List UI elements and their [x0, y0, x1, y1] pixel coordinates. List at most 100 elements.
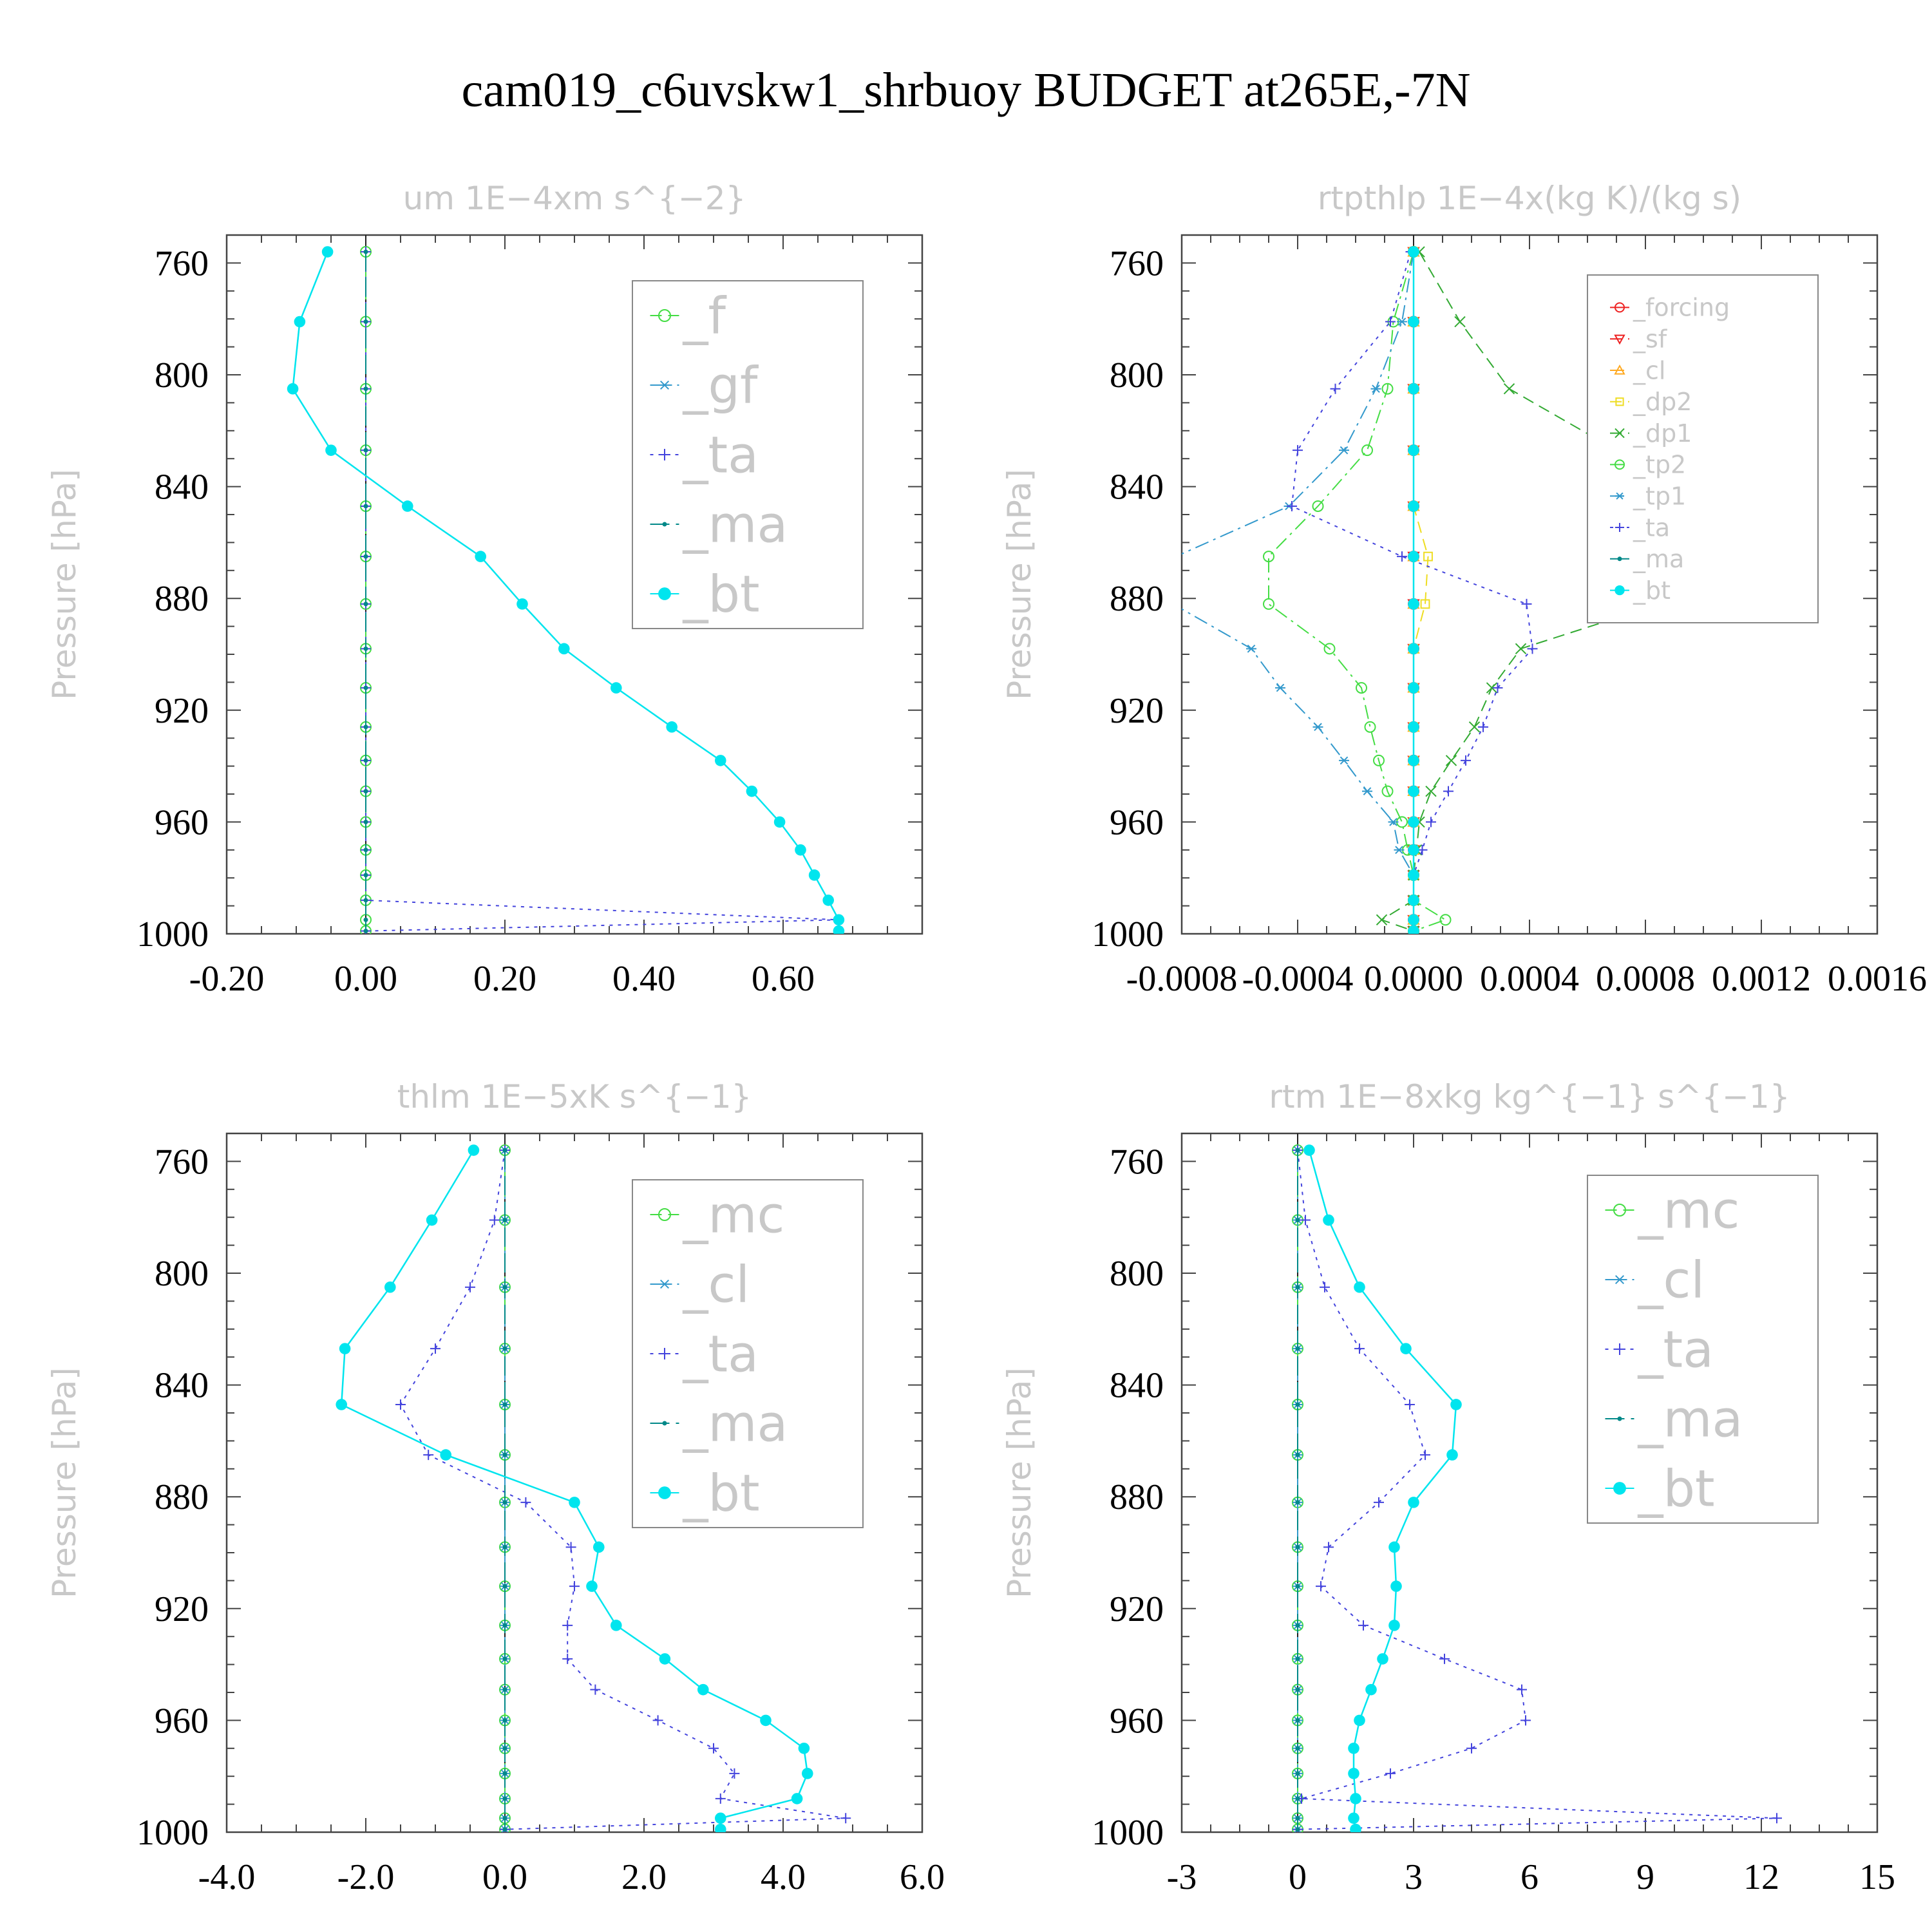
data-point_ta [1461, 755, 1471, 766]
y-axis-label: Pressure [hPa] [46, 469, 83, 700]
series-group [287, 246, 845, 934]
data-point_ma [363, 319, 368, 325]
data-point_tp2 [1364, 721, 1376, 733]
x-tick-label: 6.0 [900, 1857, 945, 1897]
x-tick-label: 0.0016 [1828, 959, 1927, 999]
data-point_bt [336, 1399, 347, 1410]
series-line_ta [399, 1150, 846, 1830]
data-point_bt [1348, 1812, 1359, 1824]
data-point_ta [1466, 1743, 1477, 1754]
data-point_ta [423, 1450, 434, 1461]
data-point_ta [1323, 1542, 1334, 1553]
data-point_tp1 [1388, 818, 1399, 826]
y-tick-label: 920 [155, 1589, 209, 1629]
legend-entry: _ma [683, 496, 788, 554]
data-point_bt [773, 816, 786, 828]
data-point_tp2 [1439, 914, 1452, 926]
data-point_bt [558, 643, 570, 655]
data-point_ta [1374, 1497, 1384, 1508]
data-point_ta [590, 1684, 601, 1695]
y-axis-label: Pressure [hPa] [46, 1367, 83, 1598]
data-point_dp1 [1376, 914, 1388, 926]
legend-marker [662, 522, 667, 527]
y-tick-label: 920 [1110, 691, 1164, 731]
y-tick-label: 960 [155, 802, 209, 842]
data-point_bt [1390, 1580, 1402, 1592]
data-point_ma [502, 1815, 507, 1821]
data-point_bt [325, 444, 337, 456]
data-point_ma [1295, 1452, 1300, 1457]
data-point_ta [729, 1768, 740, 1779]
data-point_bt [294, 316, 306, 328]
data-point_ta [1492, 683, 1503, 694]
x-tick-label: 0.40 [612, 959, 676, 999]
legend-entry: _cl [683, 1256, 750, 1314]
data-point_ta [1385, 316, 1396, 327]
data-point_bt [808, 869, 820, 881]
panel-1: um 1E−4xm s^{−2} Pressure [hPa] 760 800 840 8… [46, 180, 923, 999]
legend: _forcing _sf_cl _dp2 _dp1 _tp2 _tp1_ta _ma _bt [1587, 274, 1819, 623]
legend-entry: _mc [683, 1186, 785, 1244]
legend-entry: _ma [1638, 1390, 1743, 1448]
data-point_dp2 [1423, 551, 1433, 562]
legend-entry: _bt [1638, 1460, 1715, 1518]
y-tick-label: 760 [1110, 243, 1164, 283]
data-point_bt [1408, 914, 1419, 926]
data-point_ma [1295, 1827, 1300, 1832]
data-point_ta [1520, 1715, 1531, 1726]
data-point_bt [833, 925, 845, 934]
data-point_ta [652, 1715, 663, 1726]
data-point_tp2 [1381, 785, 1394, 797]
legend-marker [1615, 459, 1625, 470]
data-point_bt [1408, 816, 1419, 828]
data-point_ta [1300, 1215, 1311, 1226]
data-point_ta [569, 1581, 580, 1592]
legend-entry: _mc [1638, 1182, 1740, 1240]
legend-marker [659, 449, 670, 460]
panel-3: thlm 1E−5xK s^{−1} Pressure [hPa] 760 800 84… [46, 1078, 945, 1897]
data-point_ta [1439, 1653, 1450, 1664]
legend-marker [1615, 585, 1625, 596]
panel-title: rtm 1E−8xkg kg^{−1} s^{−1} [1269, 1078, 1790, 1115]
y-tick-label: 880 [1110, 579, 1164, 619]
panel-4: rtm 1E−8xkg kg^{−1} s^{−1} Pressure [hPa]… [1001, 1078, 1895, 1897]
legend-entry: _ma [1633, 545, 1684, 573]
y-tick-label: 800 [155, 1254, 209, 1294]
data-point_tp2 [1263, 551, 1274, 563]
data-point_bt [1450, 1399, 1462, 1410]
data-point_ta [1287, 500, 1297, 511]
data-point_ta [1772, 1813, 1782, 1824]
legend-entry: _forcing [1633, 294, 1730, 322]
legend-marker [1615, 428, 1625, 439]
data-point_bt [697, 1683, 709, 1696]
data-point_bt [715, 1823, 726, 1832]
data-point_tp1 [1397, 317, 1407, 326]
panel-2: rtpthlp 1E−4x(kg K)/(kg s) Pressure [hPa]… [1001, 180, 1927, 999]
data-point_ma [1295, 1285, 1300, 1290]
legend-marker [1614, 334, 1625, 345]
data-point_bt [569, 1497, 580, 1508]
data-point_ta [1443, 786, 1454, 797]
data-point_ma [1295, 1148, 1300, 1153]
x-tick-label: -3 [1167, 1857, 1197, 1897]
y-tick-label: 760 [155, 1142, 209, 1182]
data-point_ma [502, 1285, 507, 1290]
data-point_bt [1408, 643, 1419, 655]
legend-marker [1613, 1204, 1626, 1217]
data-point_ma [363, 724, 368, 730]
data-point_bt [1408, 895, 1419, 906]
data-point_ma [363, 685, 368, 690]
data-point_bt [1408, 598, 1419, 610]
data-point_bt [287, 383, 299, 395]
x-tick-label: 0.0004 [1480, 959, 1579, 999]
data-point_bt [760, 1714, 772, 1727]
y-tick-label: 840 [1110, 1366, 1164, 1406]
data-point_ma [502, 1623, 507, 1628]
x-tick-label: -0.20 [189, 959, 265, 999]
data-point_tp1 [1312, 723, 1323, 732]
data-point_ma [502, 1452, 507, 1457]
data-point_bt [1377, 1653, 1388, 1665]
legend-marker [1614, 1343, 1625, 1355]
legend-marker [1613, 1482, 1626, 1495]
legend-marker [1615, 397, 1624, 406]
